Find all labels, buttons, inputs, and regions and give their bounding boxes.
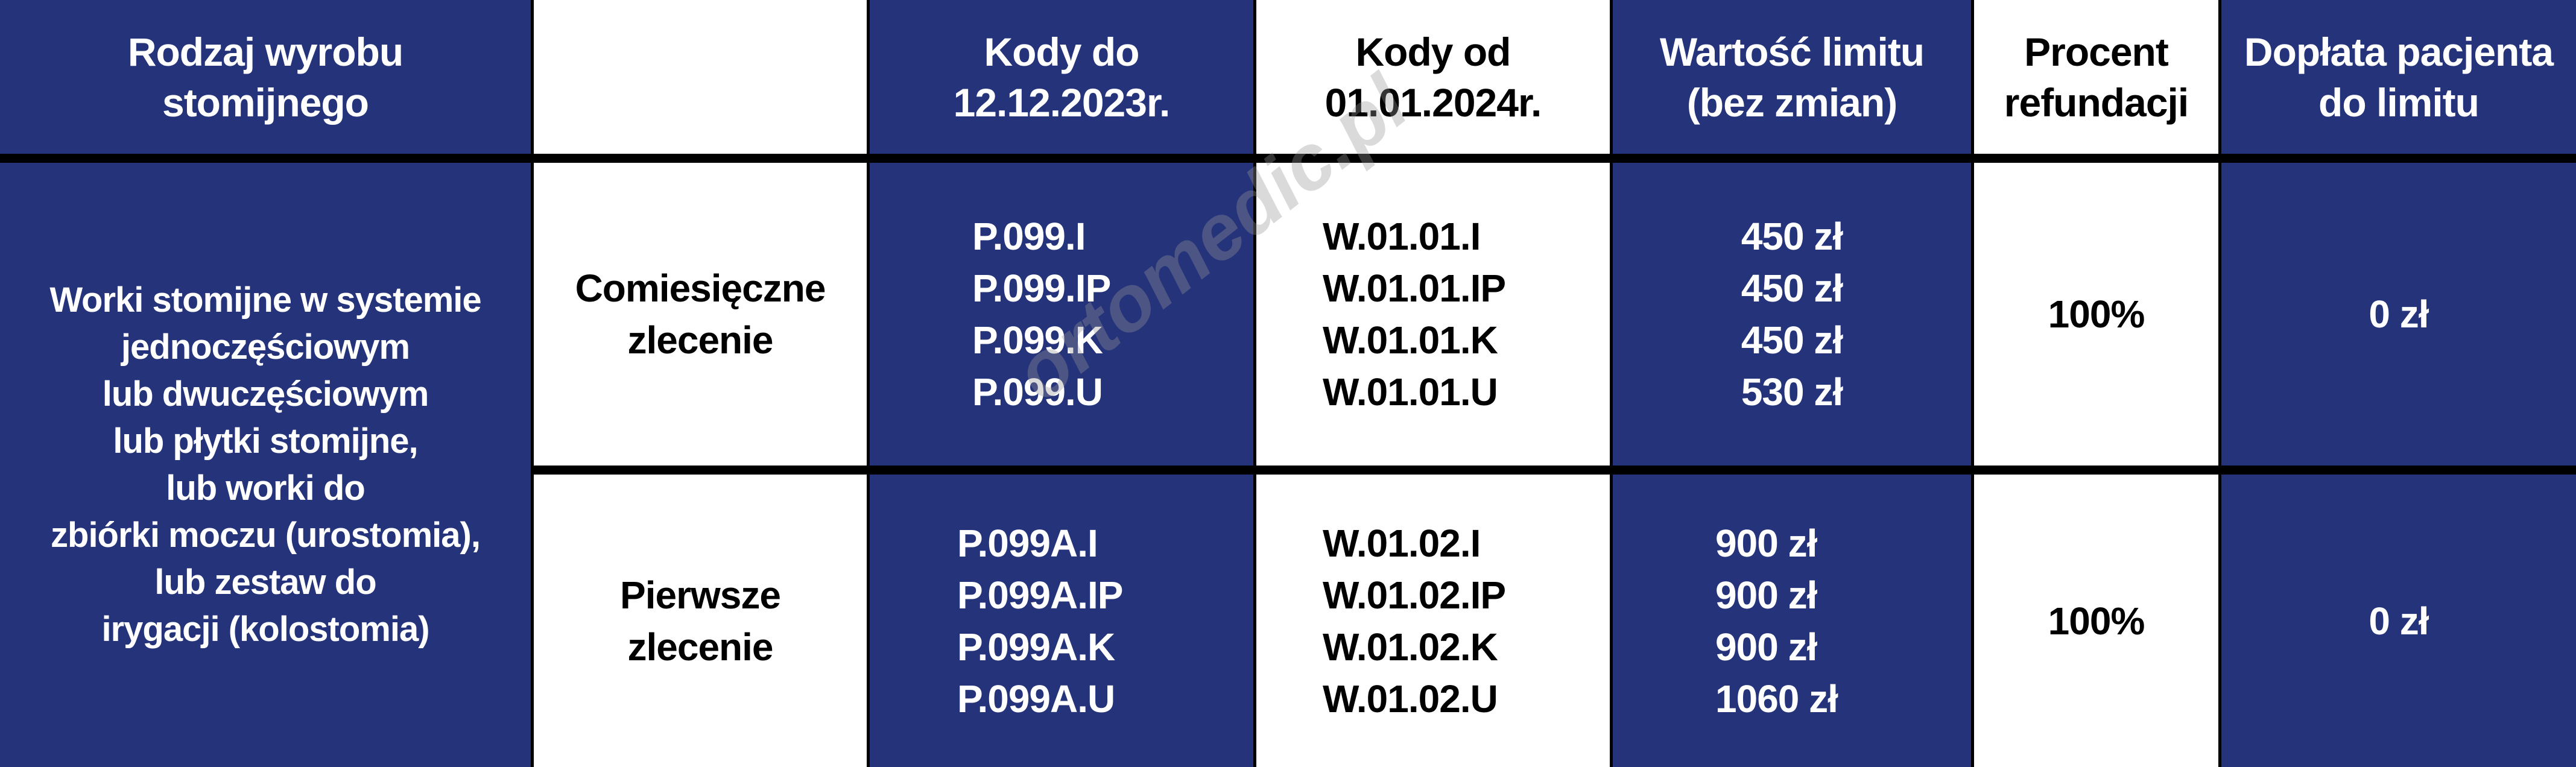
product-line: jednoczęściowym <box>121 327 410 367</box>
limit-value: 450 zł <box>1741 318 1843 362</box>
code: P.099.I <box>972 215 1086 258</box>
product-line: zbiórki moczu (urostomia), <box>51 516 481 555</box>
limit-value: 450 zł <box>1741 215 1843 258</box>
limit-value: 530 zł <box>1741 370 1843 414</box>
copay-first: 0 zł <box>2221 475 2576 767</box>
old-codes-monthly: P.099.I P.099.IP P.099.K P.099.U <box>870 163 1253 466</box>
header-text: Kody od 01.01.2024r. <box>1324 29 1542 125</box>
code: W.01.01.IP <box>1323 267 1506 310</box>
limit-value: 1060 zł <box>1715 677 1838 721</box>
code: W.01.02.IP <box>1323 573 1506 617</box>
code: P.099.IP <box>972 267 1111 310</box>
copay-value: 0 zł <box>2369 292 2429 336</box>
product-line: Worki stomijne w systemie <box>49 280 481 320</box>
old-codes-first: P.099A.I P.099A.IP P.099A.K P.099A.U <box>870 475 1253 767</box>
product-line: lub zestaw do <box>154 563 376 602</box>
code: P.099.K <box>972 318 1103 362</box>
limit-value: 900 zł <box>1715 573 1817 617</box>
header-text: Wartość limitu (bez zmian) <box>1659 29 1925 125</box>
code: P.099A.I <box>957 521 1098 565</box>
header-refund: Procent refundacji <box>1974 0 2218 154</box>
header-empty <box>534 0 867 154</box>
copay-value: 0 zł <box>2369 599 2429 643</box>
code: W.01.02.K <box>1323 625 1498 669</box>
order-type-first: Pierwsze zlecenie <box>534 475 867 767</box>
order-text: Pierwsze zlecenie <box>620 573 781 669</box>
product-line: lub dwuczęściowym <box>102 374 429 414</box>
product-line: lub płytki stomijne, <box>113 421 418 461</box>
limit-value: 900 zł <box>1715 521 1817 565</box>
refund-first: 100% <box>1974 475 2218 767</box>
header-text: Kody do 12.12.2023r. <box>953 29 1171 125</box>
code: W.01.01.U <box>1323 370 1498 414</box>
code: W.01.02.U <box>1323 677 1498 721</box>
refund-value: 100% <box>2048 292 2145 336</box>
code: W.01.02.I <box>1323 521 1481 565</box>
new-codes-first: W.01.02.I W.01.02.IP W.01.02.K W.01.02.U <box>1256 475 1610 767</box>
product-line: lub worki do <box>166 469 366 508</box>
product-line: irygacji (kolostomia) <box>101 610 429 649</box>
header-text: Dopłata pacjenta do limitu <box>2244 29 2554 125</box>
copay-monthly: 0 zł <box>2221 163 2576 466</box>
header-text: Procent refundacji <box>2004 29 2189 125</box>
limits-monthly: 450 zł 450 zł 450 zł 530 zł <box>1613 163 1971 466</box>
refund-value: 100% <box>2048 599 2145 643</box>
code: P.099A.U <box>957 677 1115 721</box>
limit-value: 900 zł <box>1715 625 1817 669</box>
header-text: Rodzaj wyrobu stomijnego <box>127 29 403 125</box>
new-codes-monthly: W.01.01.I W.01.01.IP W.01.01.K W.01.01.U <box>1256 163 1610 466</box>
order-text: Comiesięczne zlecenie <box>575 267 826 362</box>
limit-value: 450 zł <box>1741 267 1843 310</box>
header-old-codes: Kody do 12.12.2023r. <box>870 0 1253 154</box>
code: P.099.U <box>972 370 1103 414</box>
product-type-cell: Worki stomijne w systemie jednoczęściowy… <box>0 163 531 767</box>
code: P.099A.K <box>957 625 1115 669</box>
header-copay: Dopłata pacjenta do limitu <box>2221 0 2576 154</box>
refund-monthly: 100% <box>1974 163 2218 466</box>
code: W.01.01.K <box>1323 318 1498 362</box>
header-limit: Wartość limitu (bez zmian) <box>1613 0 1971 154</box>
limits-first: 900 zł 900 zł 900 zł 1060 zł <box>1613 475 1971 767</box>
code: W.01.01.I <box>1323 215 1481 258</box>
header-product-type: Rodzaj wyrobu stomijnego <box>0 0 531 154</box>
code: P.099A.IP <box>957 573 1123 617</box>
header-new-codes: Kody od 01.01.2024r. <box>1256 0 1610 154</box>
order-type-monthly: Comiesięczne zlecenie <box>534 163 867 466</box>
